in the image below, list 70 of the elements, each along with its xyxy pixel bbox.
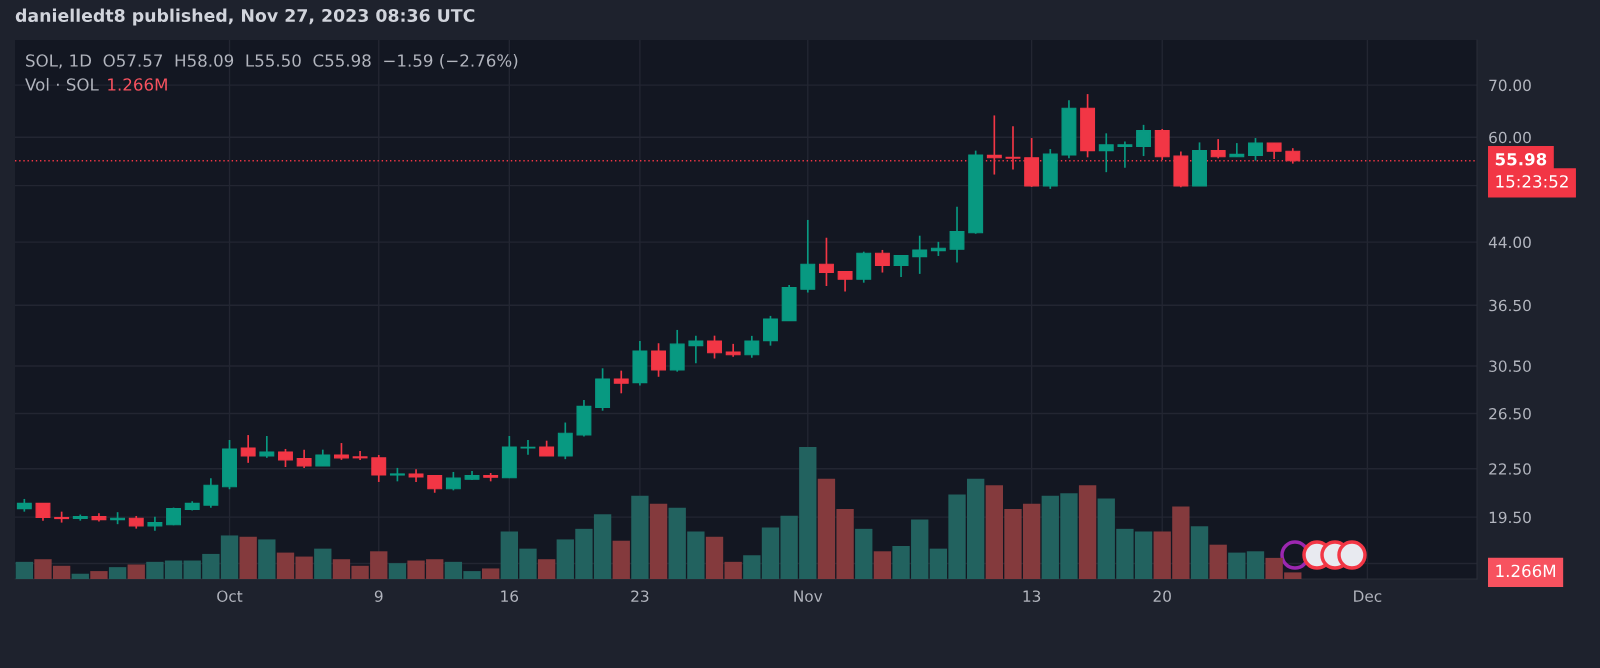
bar (90, 571, 108, 579)
y-tick-label: 60.00 (1489, 131, 1531, 144)
candlestick (203, 477, 219, 509)
x-tick-label: 13 (1023, 590, 1041, 602)
candlestick (763, 315, 778, 347)
candlestick (278, 448, 293, 468)
bar (855, 528, 873, 579)
text: SOL, 1D O57.57 H58.09 L55.50 C55.98 −1.59 (−2.76%) (26, 53, 518, 69)
x-tick-label: 23 (631, 590, 649, 602)
candlestick (1248, 137, 1263, 162)
bar (71, 573, 89, 579)
candlestick (520, 439, 536, 456)
y-tick-label: 26.50 (1489, 407, 1531, 420)
text: danielledt8 published, Nov 27, 2023 08:36 UTC (15, 8, 475, 26)
bar (15, 561, 33, 579)
bar (1078, 485, 1097, 579)
bar (1209, 544, 1227, 579)
bar (612, 540, 630, 579)
chart-title: Vol · SOL (25, 77, 99, 91)
bar (705, 536, 724, 579)
bar (388, 563, 407, 579)
candlestick (688, 334, 704, 365)
text: 1.266M (1496, 564, 1556, 578)
y-tick-label: 36.50 (1489, 299, 1531, 312)
candlestick (949, 205, 965, 264)
bar (537, 559, 556, 579)
bar (631, 495, 649, 579)
candlestick (874, 249, 890, 274)
bar (314, 548, 332, 579)
x-tick-label: 9 (374, 590, 383, 602)
candlestick (1210, 138, 1226, 160)
candlestick (1117, 140, 1133, 169)
y-tick-label: 22.50 (1489, 463, 1531, 475)
candlestick (557, 421, 573, 460)
y-tick-label: 44.00 (1488, 236, 1531, 249)
candlestick (818, 236, 834, 287)
candlestick (837, 270, 853, 293)
candlestick (744, 335, 760, 359)
candlestick (707, 334, 722, 360)
bar (724, 561, 742, 579)
bar (127, 564, 145, 579)
text: 15:23:52 (1496, 175, 1568, 188)
bar (258, 539, 276, 579)
x-tick-label: Oct (217, 590, 243, 602)
ref-line-label: 55.98 (1495, 152, 1547, 166)
candlestick (296, 448, 312, 469)
y-tick-label: 70.00 (1489, 79, 1531, 92)
candlestick (240, 434, 256, 464)
candlestick (1098, 132, 1114, 174)
y-tick-label: 30.50 (1489, 360, 1531, 372)
x-tick-label: Nov (794, 590, 823, 602)
bar (482, 568, 500, 579)
bar (239, 536, 257, 579)
candlestick (613, 369, 629, 395)
candlestick (259, 435, 275, 459)
candlestick (445, 471, 461, 492)
candlestick (1136, 124, 1152, 157)
x-tick-label: 20 (1153, 590, 1171, 602)
annotation: 1.266M (108, 78, 167, 91)
bar (108, 567, 127, 579)
x-tick-label: Dec (1354, 590, 1382, 602)
candlestick (893, 254, 909, 278)
candlestick (651, 342, 667, 378)
x-tick-label: 16 (501, 590, 519, 602)
candlestick (371, 454, 387, 483)
candlestick (912, 234, 928, 275)
bar (873, 551, 892, 579)
y-tick-label: 19.50 (1489, 511, 1531, 524)
bar (649, 503, 668, 579)
bar (1190, 526, 1209, 579)
